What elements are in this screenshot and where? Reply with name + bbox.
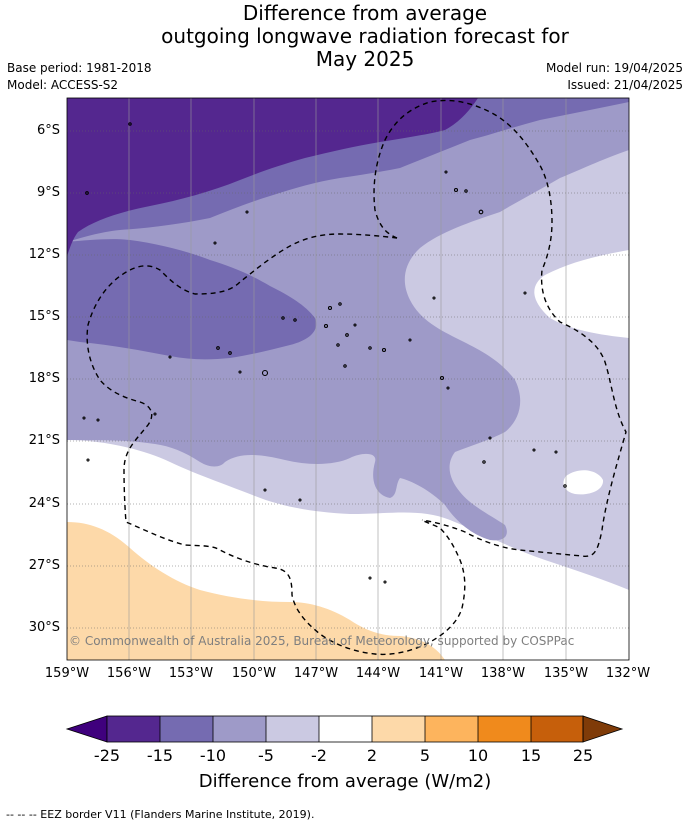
lat-label: 18°S <box>28 371 60 386</box>
colorbar-tick-label: 25 <box>572 746 594 765</box>
map-area <box>67 98 629 660</box>
colorbar-tick-label: -5 <box>258 746 274 765</box>
lon-label: 159°W <box>44 666 90 681</box>
lat-label: 6°S <box>36 123 60 138</box>
colorbar-bin <box>425 716 478 742</box>
colorbar-tick-label: 2 <box>366 746 378 765</box>
colorbar-tick-label: -15 <box>146 746 174 765</box>
colorbar-bin <box>531 716 583 742</box>
lat-label: 9°S <box>36 185 60 200</box>
eez-borders <box>86 99 627 656</box>
eez-footnote: -- -- -- EEZ border V11 (Flanders Marine… <box>6 808 315 821</box>
colorbar-tick-label: 10 <box>467 746 489 765</box>
colorbar-tick-label: -25 <box>93 746 121 765</box>
colorbar <box>65 715 624 743</box>
model-name: Model: ACCESS-S2 <box>7 78 119 92</box>
title-line-3: May 2025 <box>315 47 415 71</box>
model-run: Model run: 19/04/2025 <box>545 61 683 75</box>
band-2-5 <box>67 522 445 660</box>
islands <box>82 122 567 584</box>
band-near-zero-patch <box>563 470 604 495</box>
colorbar-low-extension <box>65 715 108 743</box>
band-near-zero-east <box>534 250 629 338</box>
colorbar-tick-label: -2 <box>311 746 327 765</box>
lat-label: 24°S <box>28 496 60 511</box>
lon-label: 150°W <box>231 666 277 681</box>
meridians <box>128 98 567 660</box>
colorbar-bin <box>266 716 319 742</box>
title-line-1: Difference from average <box>242 1 488 25</box>
lon-label: 147°W <box>293 666 339 681</box>
colorbar-tick-label: -10 <box>199 746 227 765</box>
lat-label: 21°S <box>28 433 60 448</box>
colorbar-high-extension <box>582 715 624 743</box>
colorbar-bin <box>319 716 372 742</box>
lat-label: 30°S <box>28 620 60 635</box>
copyright-note: © Commonwealth of Australia 2025, Bureau… <box>69 634 575 648</box>
colorbar-tick-label: 5 <box>419 746 431 765</box>
colorbar-bin <box>160 716 213 742</box>
lon-label: 144°W <box>355 666 401 681</box>
lon-label: 135°W <box>543 666 589 681</box>
lat-label: 27°S <box>28 558 60 573</box>
map-frame <box>66 97 630 661</box>
issued-date: Issued: 21/04/2025 <box>567 78 683 92</box>
graticule <box>67 130 629 629</box>
lat-label: 15°S <box>28 309 60 324</box>
band-below-minus15 <box>67 98 478 256</box>
lon-label: 141°W <box>418 666 464 681</box>
lat-label: 12°S <box>28 247 60 262</box>
lon-label: 132°W <box>605 666 651 681</box>
title-line-2: outgoing longwave radiation forecast for <box>161 24 569 48</box>
colorbar-title: Difference from average (W/m2) <box>198 771 492 792</box>
base-period: Base period: 1981-2018 <box>7 61 152 75</box>
colorbar-bin <box>478 716 531 742</box>
colorbar-tick-label: 15 <box>520 746 542 765</box>
lon-label: 156°W <box>106 666 152 681</box>
colorbar-bin <box>213 716 266 742</box>
lon-label: 138°W <box>480 666 526 681</box>
colorbar-bin <box>372 716 425 742</box>
lon-label: 153°W <box>168 666 214 681</box>
colorbar-bin <box>107 716 160 742</box>
